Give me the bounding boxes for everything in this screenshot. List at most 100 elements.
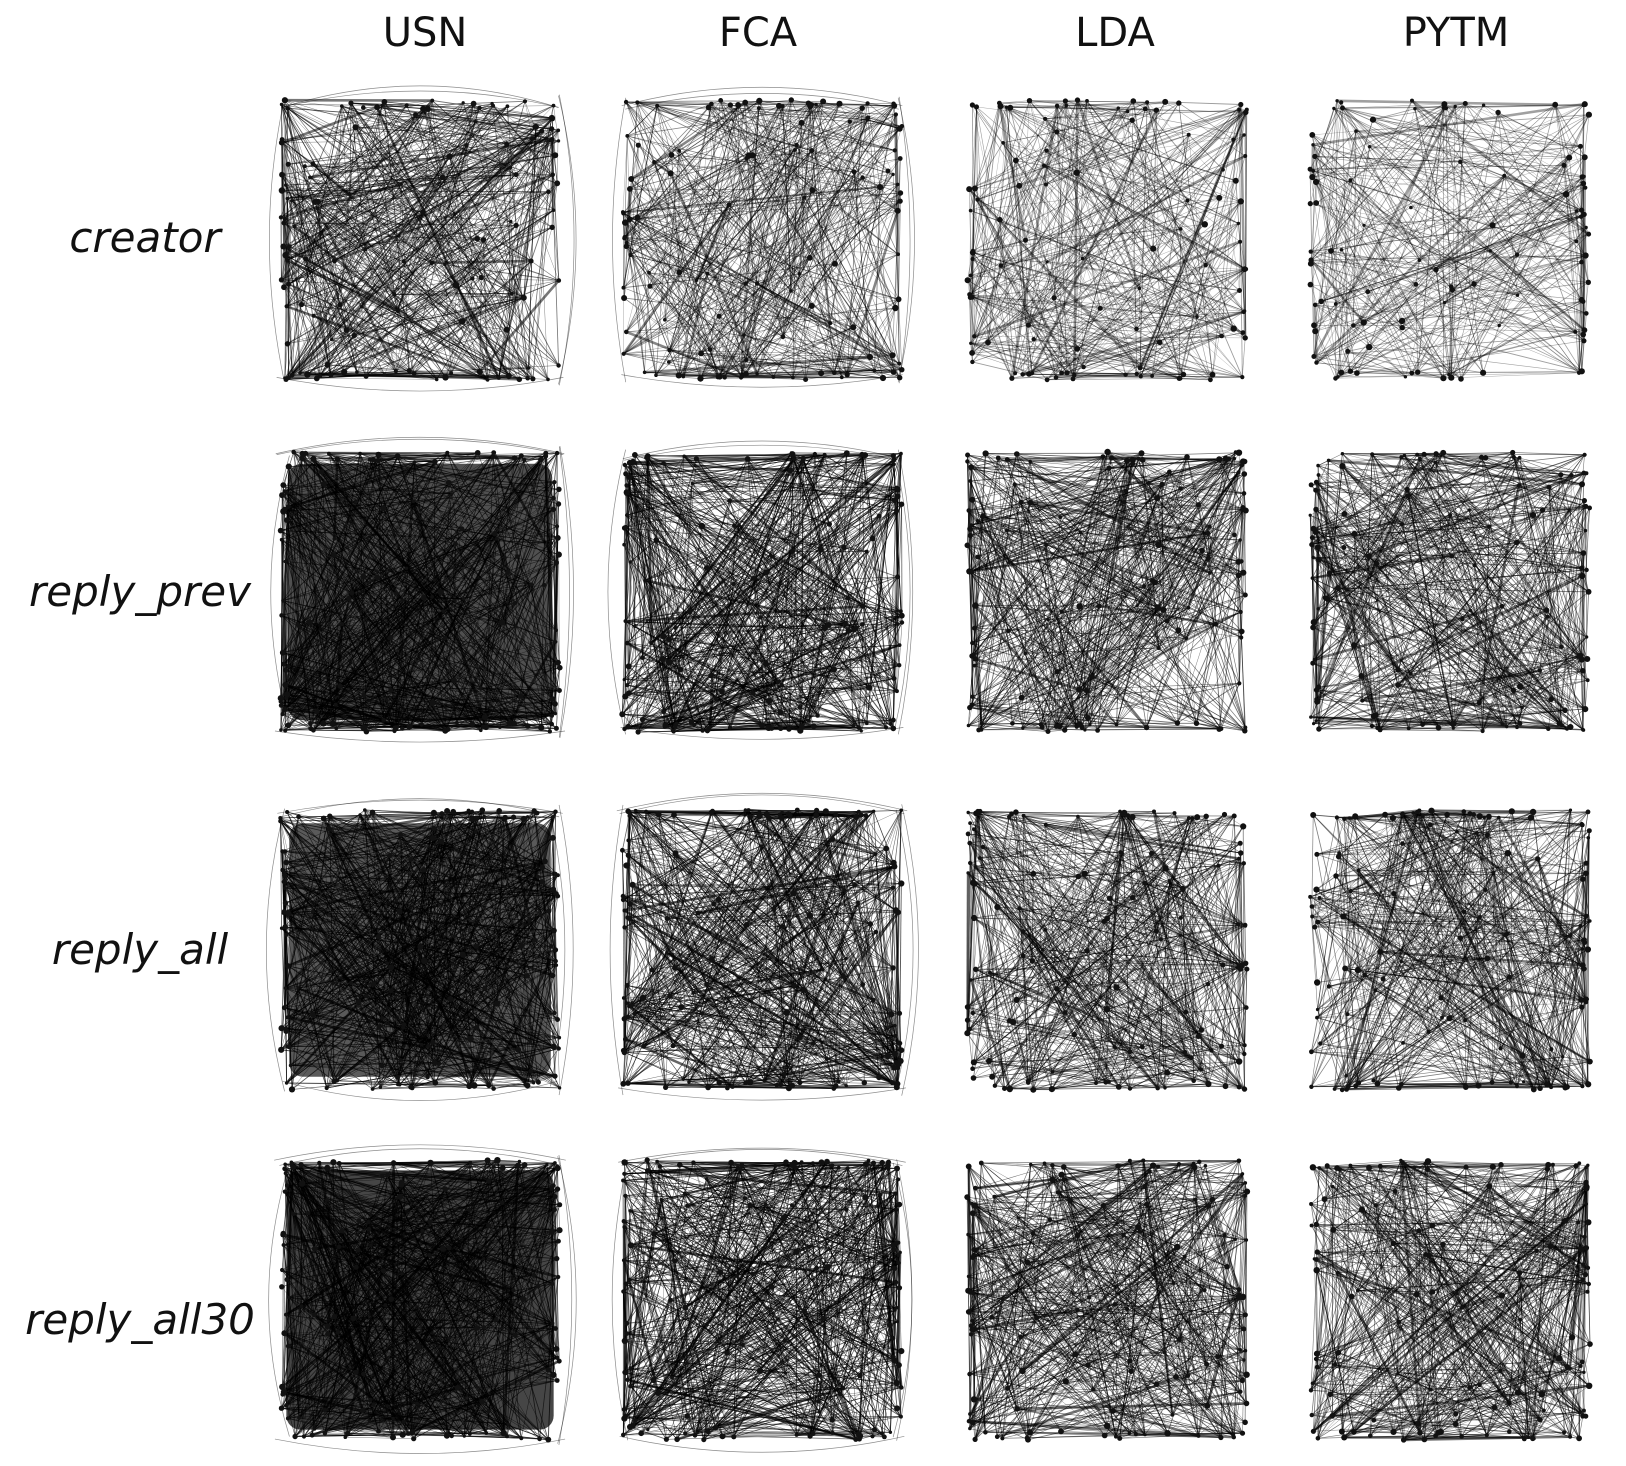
edge-arc <box>895 809 914 1091</box>
node-dot <box>1581 498 1587 504</box>
node-dot <box>1312 657 1317 662</box>
node-dot <box>449 1433 454 1439</box>
node-dot <box>479 1398 485 1405</box>
node-dot <box>318 232 323 236</box>
node-dot <box>1527 814 1535 821</box>
node-dot <box>816 1372 822 1378</box>
node-dot <box>325 1331 331 1337</box>
node-dot <box>1236 1158 1242 1164</box>
node-dot <box>280 1267 285 1273</box>
node-dot <box>429 260 435 265</box>
node-dot <box>988 970 992 975</box>
node-dot <box>1084 948 1090 954</box>
node-dot <box>1390 1428 1397 1435</box>
node-dot <box>1029 1162 1033 1167</box>
node-dot <box>1440 375 1447 382</box>
node-dot <box>1538 1391 1545 1398</box>
node-dot <box>1143 724 1150 731</box>
node-dot <box>1581 1408 1586 1413</box>
node-dot <box>1044 377 1050 383</box>
node-dot <box>290 199 294 203</box>
node-dot <box>1242 1051 1247 1057</box>
node-dot <box>971 652 976 657</box>
node-dot <box>1582 252 1589 259</box>
node-dot <box>479 807 486 813</box>
node-dot <box>756 1367 764 1374</box>
edge-arc <box>275 436 565 455</box>
node-dot <box>980 513 986 519</box>
node-dot <box>486 1082 492 1089</box>
node-dot <box>769 554 775 559</box>
node-dot <box>1145 100 1150 105</box>
node-dot <box>898 612 905 619</box>
edge-arc <box>276 438 564 455</box>
node-dot <box>556 128 561 133</box>
node-dot <box>1199 1067 1204 1072</box>
node-dot <box>449 1030 453 1035</box>
node-dot <box>876 513 882 519</box>
node-dot <box>1369 116 1377 123</box>
node-dot <box>890 965 896 971</box>
node-dot <box>1241 471 1248 477</box>
node-dot <box>554 963 559 967</box>
node-dot <box>622 542 626 547</box>
node-dot <box>1583 185 1588 190</box>
node-dot <box>789 451 796 457</box>
node-dot <box>556 139 561 143</box>
node-dot <box>363 808 367 812</box>
node-dot <box>1308 257 1314 263</box>
node-dot <box>1313 1267 1320 1274</box>
node-dot <box>449 371 454 376</box>
node-dot <box>1178 486 1183 491</box>
panel-reply-prev-pytm <box>1300 442 1600 742</box>
node-dot <box>1405 493 1411 499</box>
edge-arc <box>269 98 285 382</box>
node-dot <box>1127 1086 1133 1091</box>
node-dot <box>1416 1228 1422 1234</box>
node-dot <box>713 697 718 701</box>
node-dot <box>369 809 376 816</box>
node-dot <box>633 1418 638 1423</box>
node-dot <box>553 560 559 566</box>
node-dot <box>1326 984 1332 989</box>
node-dot <box>1568 933 1573 938</box>
node-dot <box>371 1402 376 1407</box>
node-dot <box>415 1343 422 1350</box>
node-dot <box>1061 1177 1066 1182</box>
node-dot <box>442 1186 448 1192</box>
node-dot <box>1240 823 1247 830</box>
node-dot <box>1127 1049 1133 1055</box>
node-dot <box>1123 372 1128 377</box>
node-dot <box>335 1330 341 1335</box>
node-dot <box>623 99 629 105</box>
node-dot <box>324 361 331 368</box>
node-dot <box>466 808 471 813</box>
node-dot <box>1195 315 1199 319</box>
node-dot <box>1007 560 1012 565</box>
node-dot <box>889 352 896 359</box>
node-dot <box>1546 726 1551 731</box>
node-dot <box>1480 728 1485 734</box>
node-dot <box>742 1196 747 1201</box>
node-dot <box>1312 302 1318 308</box>
node-dot <box>1423 1252 1428 1257</box>
node-dot <box>1336 375 1340 379</box>
node-dot <box>1517 683 1524 690</box>
edge-arc <box>896 1159 913 1441</box>
node-dot <box>461 596 466 601</box>
node-dot <box>894 493 901 500</box>
node-dot <box>700 728 705 733</box>
node-dot <box>1239 635 1244 640</box>
node-dot <box>756 812 763 820</box>
node-dot <box>841 1386 846 1391</box>
node-dot <box>1167 469 1172 475</box>
node-dot <box>302 450 309 456</box>
node-dot <box>1406 726 1411 731</box>
node-dot <box>1238 1348 1242 1352</box>
node-dot <box>896 252 900 257</box>
node-dot <box>1578 143 1583 149</box>
node-dot <box>1074 1232 1081 1239</box>
node-dot <box>1341 1434 1348 1441</box>
node-dot <box>333 702 338 707</box>
node-dot <box>1583 1184 1590 1190</box>
